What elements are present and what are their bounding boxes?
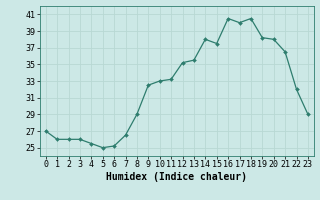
X-axis label: Humidex (Indice chaleur): Humidex (Indice chaleur) <box>106 172 247 182</box>
